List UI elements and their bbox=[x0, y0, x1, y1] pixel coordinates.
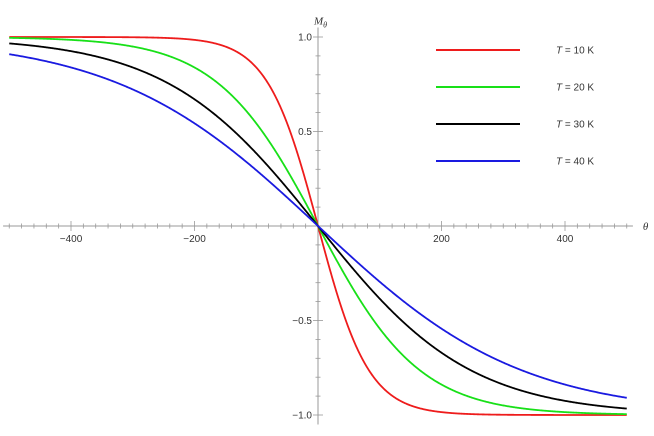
x-tick-label: −400 bbox=[60, 234, 83, 245]
y-tick-label: −0.5 bbox=[292, 316, 312, 327]
y-tick-label: 1.0 bbox=[298, 33, 312, 44]
x-tick-label: −200 bbox=[183, 234, 206, 245]
legend-label-4: T = 40 K bbox=[556, 157, 594, 168]
y-axis-label: Mθ bbox=[313, 16, 327, 30]
legend-label-2: T = 20 K bbox=[556, 83, 594, 94]
y-tick-label: 0.5 bbox=[298, 127, 312, 138]
legend-label-3: T = 30 K bbox=[556, 120, 594, 131]
series-line-4 bbox=[9, 53, 627, 399]
axes: −400 −200 200 400 1.0 0.5 −0.5 −1.0 θ Mθ bbox=[3, 16, 649, 425]
x-tick-label: 400 bbox=[557, 234, 574, 245]
legend: T = 10 K T = 20 K T = 30 K T = 40 K bbox=[436, 46, 594, 168]
legend-label-1: T = 10 K bbox=[556, 46, 594, 57]
plot-series bbox=[9, 36, 627, 416]
x-axis-label: θ bbox=[643, 221, 649, 233]
x-tick-label: 200 bbox=[433, 234, 450, 245]
y-tick-label: −1.0 bbox=[292, 411, 312, 422]
